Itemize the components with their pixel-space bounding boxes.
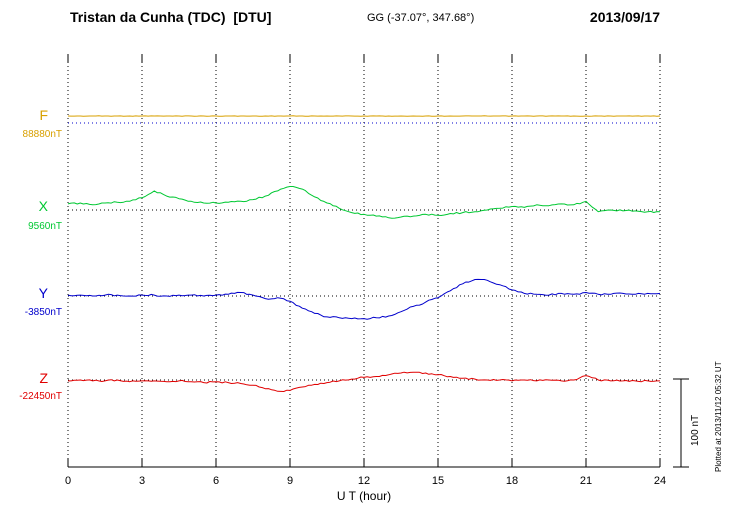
x-tick-label: 15 [432, 475, 444, 487]
component-y-letter: Y [38, 285, 48, 301]
geographic-coords: GG (-37.07°, 347.68°) [367, 12, 475, 24]
scale-bar-label: 100 nT [690, 414, 701, 446]
component-y-baseline-value: -3850nT [24, 307, 62, 318]
x-tick-label: 3 [139, 475, 145, 487]
x-axis-label: U T (hour) [336, 489, 392, 503]
trace-x [67, 186, 661, 219]
trace-y [67, 278, 661, 320]
plotted-at-note: Plotted at 2013/11/12 05:32 UT [714, 361, 723, 472]
x-tick-label: 21 [580, 475, 592, 487]
x-tick-label: 0 [65, 475, 71, 487]
trace-z [68, 371, 660, 392]
x-tick-label: 24 [654, 475, 666, 487]
component-x-baseline-value: 9560nT [28, 221, 62, 232]
component-z-letter: Z [39, 370, 48, 386]
component-x-letter: X [38, 198, 48, 214]
component-f-letter: F [39, 107, 48, 123]
component-f-baseline-value: 88880nT [22, 129, 62, 140]
station-title: Tristan da Cunha (TDC) [DTU] [70, 9, 272, 25]
component-z-baseline-value: -22450nT [19, 391, 62, 402]
plot-date: 2013/09/17 [589, 9, 660, 25]
x-tick-label: 6 [213, 475, 219, 487]
x-tick-label: 12 [358, 475, 370, 487]
x-tick-label: 9 [287, 475, 293, 487]
x-tick-label: 18 [506, 475, 518, 487]
